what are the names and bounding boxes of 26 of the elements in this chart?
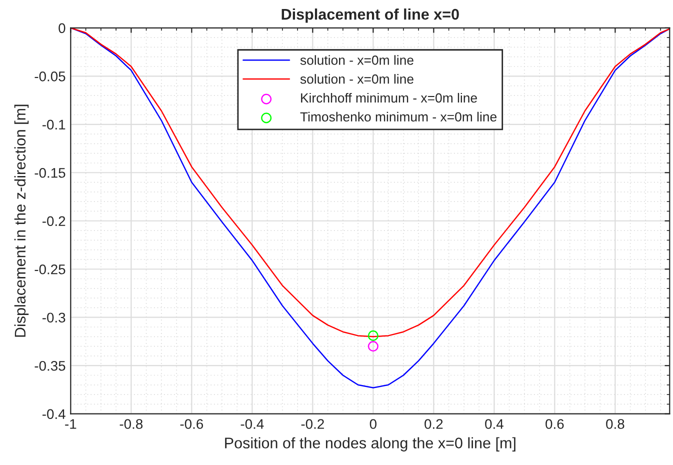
- x-tick-label: -0.6: [180, 419, 204, 429]
- legend-label: solution - x=0m line: [300, 55, 414, 65]
- x-tick-label: -0.8: [120, 419, 143, 429]
- y-tick-label: -0.15: [34, 168, 66, 178]
- y-tick-label: -0.3: [42, 312, 66, 323]
- y-tick-label: -0.2: [42, 216, 66, 226]
- y-tick-label: -0.4: [42, 409, 66, 420]
- y-tick-label: -0.1: [42, 120, 66, 130]
- x-tick-label: 0.2: [424, 419, 443, 429]
- y-tick-label: 0: [58, 23, 66, 34]
- x-tick-label: 0.6: [546, 419, 564, 429]
- y-tick-label: -0.05: [34, 71, 66, 82]
- x-tick-label: 0.8: [606, 419, 624, 429]
- y-tick-label: -0.25: [34, 264, 66, 274]
- chart-title: Displacement of line x=0: [282, 8, 459, 23]
- x-tick-label: -1: [65, 419, 76, 429]
- legend-label: solution - x=0m line: [300, 74, 414, 84]
- x-tick-label: 0.4: [485, 419, 504, 429]
- y-axis-title: Displacement in the z-direction [m]: [14, 104, 29, 337]
- x-tick-label: -0.2: [301, 419, 324, 429]
- legend-label: Kirchhoff minimum - x=0m line: [301, 92, 477, 103]
- x-axis-title: Position of the nodes along the x=0 line [m]: [225, 437, 516, 452]
- x-tick-label: 0: [370, 419, 376, 429]
- y-tick-label: -0.35: [34, 360, 66, 371]
- x-tick-label: -0.4: [240, 419, 264, 429]
- legend-label: Timoshenko minimum - x=0m line: [300, 112, 496, 122]
